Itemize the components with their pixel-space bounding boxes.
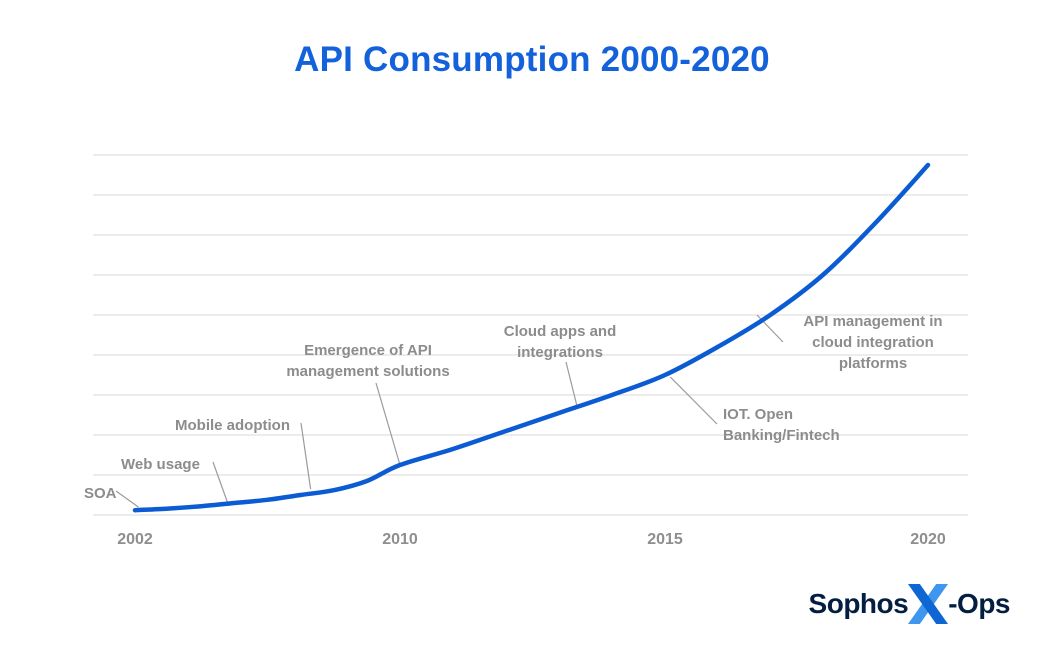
annotation-mobile-adoption: Mobile adoption (175, 417, 290, 434)
logo-ops-text: -Ops (948, 588, 1010, 619)
annotation-api-management: Emergence of API management solutions (286, 342, 450, 380)
logo-sophos-text: Sophos (808, 588, 909, 619)
x-tick-2010: 2010 (382, 531, 418, 548)
annotation-api-cloud-platforms: API management in cloud integration plat… (803, 313, 943, 372)
annotation-web-usage: Web usage (121, 456, 200, 473)
x-tick-2020: 2020 (910, 531, 946, 548)
x-tick-2015: 2015 (647, 531, 683, 548)
x-ops-x-icon (908, 584, 949, 624)
x-tick-2002: 2002 (117, 531, 153, 548)
sophos-x-ops-logo: Sophos -Ops (809, 584, 1010, 624)
annotation-iot-open-banking: IOT. Open Banking/Fintech (723, 406, 840, 444)
annotation-soa: SOA (84, 485, 117, 502)
annotation-cloud-apps: Cloud apps and integrations (503, 323, 617, 361)
page-title: API Consumption 2000-2020 (294, 40, 770, 79)
